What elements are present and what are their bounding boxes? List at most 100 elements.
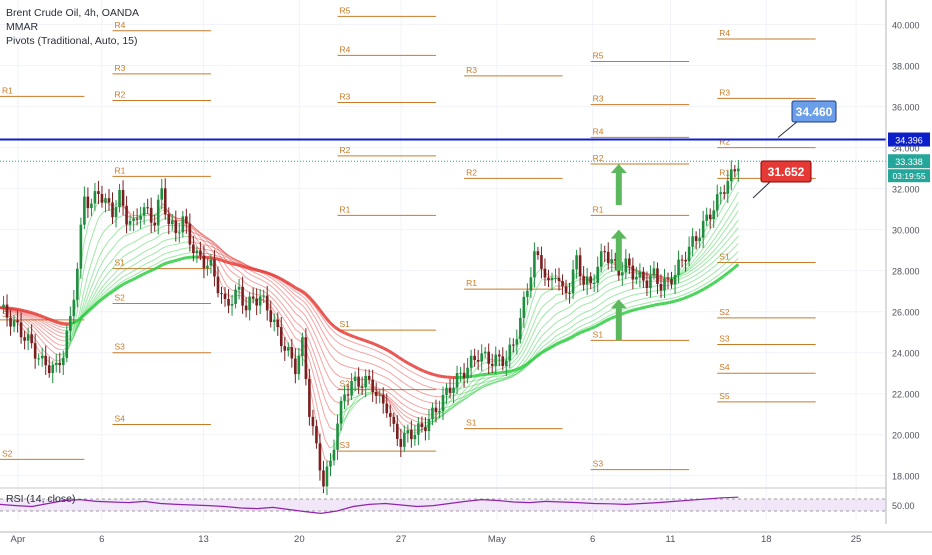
ema-segment — [566, 306, 571, 309]
ema-segment — [340, 353, 345, 355]
ema-segment — [49, 338, 54, 342]
candle-body — [603, 251, 606, 252]
y-tick-label: 20.000 — [892, 431, 920, 441]
pivot-label-r3: R3 — [719, 87, 730, 97]
x-tick-label: 25 — [851, 534, 862, 545]
ema-segment — [733, 202, 738, 210]
ema-segment — [384, 377, 389, 380]
candle-body — [523, 297, 526, 318]
ema-segment — [665, 302, 670, 303]
ema-segment — [473, 367, 478, 373]
ema-segment — [596, 316, 601, 319]
grid — [0, 0, 886, 520]
candle-body — [241, 287, 244, 306]
candle-body — [322, 470, 325, 486]
ema-segment — [418, 391, 423, 393]
candle-body — [734, 169, 737, 171]
pivot-label-s5: S5 — [719, 391, 730, 401]
ema-segment — [359, 397, 364, 400]
ema-segment — [719, 206, 724, 215]
candle-body — [396, 424, 399, 439]
candle-body — [421, 423, 424, 427]
ema-segment — [310, 298, 315, 304]
ema-segment — [261, 285, 266, 288]
y-tick-label: 18.000 — [892, 472, 920, 482]
ema-segment — [699, 265, 704, 269]
ema-segment — [576, 306, 581, 309]
ema-segment — [340, 389, 345, 390]
candle-body — [343, 394, 346, 400]
ema-segment — [423, 414, 428, 415]
ema-segment — [689, 286, 694, 288]
ema-segment — [197, 248, 202, 249]
ema-segment — [364, 340, 369, 342]
candle-body — [90, 204, 93, 209]
ema-segment — [487, 367, 492, 369]
ema-segment — [148, 225, 153, 226]
candle-body — [354, 377, 357, 381]
ema-segment — [605, 319, 610, 321]
ema-segment — [162, 258, 167, 260]
ema-segment — [477, 379, 482, 380]
candle-body — [547, 278, 550, 281]
ema-segment — [620, 298, 625, 300]
ema-segment — [497, 373, 502, 374]
ema-segment — [148, 254, 153, 256]
ema-segment — [714, 251, 719, 256]
ema-segment — [404, 383, 409, 386]
ema-segment — [409, 363, 414, 366]
ema-segment — [389, 364, 394, 367]
candle-body — [347, 394, 350, 395]
ema-segment — [246, 291, 251, 293]
pivot-label-r3: R3 — [115, 63, 126, 73]
pivot-label-r5: R5 — [340, 5, 351, 15]
candle-body — [646, 281, 649, 288]
ema-segment — [177, 243, 182, 244]
candle-body — [132, 219, 135, 221]
x-tick-label: 6 — [99, 534, 104, 545]
candle-body — [178, 232, 181, 233]
ema-segment — [118, 237, 123, 242]
candle-body — [189, 224, 192, 245]
ema-segment — [699, 285, 704, 288]
ema-segment — [630, 310, 635, 311]
ema-segment — [541, 303, 546, 308]
pivot-label-s4: S4 — [115, 413, 126, 423]
candle-body — [596, 267, 599, 283]
candle-body — [262, 296, 265, 297]
ema-segment — [153, 245, 158, 248]
y-tick-label: 34.000 — [892, 144, 920, 154]
candle-body — [516, 339, 519, 344]
ema-segment — [345, 333, 350, 335]
candle-body — [27, 334, 30, 341]
ema-segment — [724, 218, 729, 226]
ema-segment — [596, 304, 601, 307]
ema-segment — [290, 322, 295, 330]
ema-segment — [684, 275, 689, 278]
ema-segment — [285, 315, 290, 322]
candle-body — [298, 356, 301, 374]
candle-body — [431, 408, 434, 419]
ema-segment — [556, 342, 561, 344]
candle-body — [203, 256, 206, 269]
ema-segment — [728, 189, 733, 197]
ema-segment — [143, 242, 148, 245]
ema-segment — [728, 218, 733, 225]
ema-segment — [556, 319, 561, 322]
ema-segment — [54, 333, 59, 336]
candle-body — [97, 191, 100, 194]
ema-segment — [246, 284, 251, 287]
ema-segment — [561, 325, 566, 328]
ema-segment — [354, 337, 359, 339]
ema-segment — [325, 357, 330, 366]
candle-body — [632, 266, 635, 280]
ema-segment — [714, 280, 719, 283]
ema-segment — [704, 282, 709, 285]
x-tick-label: 13 — [198, 534, 209, 545]
candle-body — [719, 192, 722, 194]
ema-segment — [482, 362, 487, 364]
ema-segment — [369, 355, 374, 357]
candle-body — [73, 300, 76, 316]
